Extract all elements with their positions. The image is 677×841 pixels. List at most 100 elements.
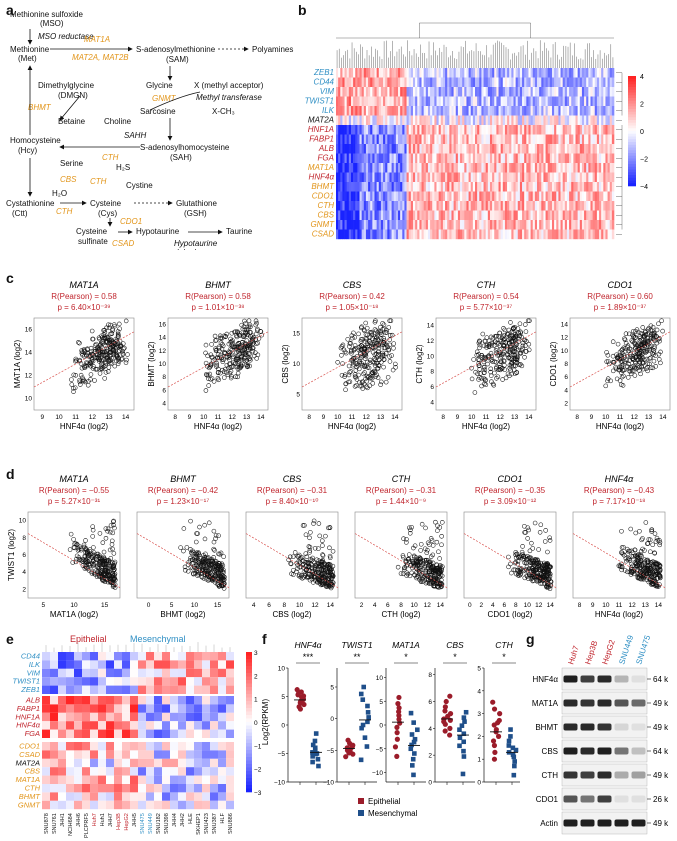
heatmap-b-cell — [455, 220, 459, 230]
heatmap-b-scale-step — [628, 84, 636, 88]
scatter-x-tick: 5 — [42, 602, 46, 609]
heatmap-b-cell — [541, 182, 544, 192]
scatter-point — [235, 342, 240, 347]
heatmap-b-cell — [524, 220, 527, 230]
heatmap-b-cell — [528, 96, 531, 107]
scatter-point — [245, 329, 250, 335]
choline-label: Choline — [104, 117, 132, 126]
heatmap-b-cell — [588, 182, 591, 192]
heatmap-b-cell — [400, 115, 403, 126]
heatmap-b-cell — [537, 163, 540, 173]
heatmap-b-cell — [385, 115, 388, 126]
scatter-point — [328, 569, 333, 574]
heatmap-b-cell — [344, 115, 347, 126]
scatter-point — [402, 567, 407, 573]
heatmap-b-cell — [477, 115, 480, 126]
heatmap-b-cell — [586, 87, 589, 97]
heatmap-b-cell — [451, 106, 454, 116]
scatter-point — [381, 353, 387, 358]
heatmap-b-cell — [492, 182, 495, 192]
scatter-y-tick: 8 — [22, 535, 26, 542]
heatmap-b-cell — [393, 182, 397, 192]
heatmap-b-cell — [504, 115, 508, 126]
heatmap-b-cell — [368, 182, 371, 192]
heatmap-b-cell — [340, 201, 343, 211]
heatmap-b-cell — [607, 134, 611, 145]
heatmap-b-cell — [556, 68, 559, 78]
scatter-point — [489, 353, 494, 359]
scatter-point — [248, 324, 253, 330]
heatmap-b-cell — [504, 172, 508, 183]
scatter-x-tick: 14 — [122, 414, 130, 421]
xch3-label: X-CH₃ — [212, 107, 235, 116]
heatmap-b-cell — [342, 229, 345, 240]
heatmap-b-cell — [357, 134, 360, 145]
heatmap-b-cell — [460, 172, 463, 183]
heatmap-b-cell — [564, 77, 568, 88]
heatmap-b-cell — [492, 163, 495, 173]
heatmap-b-cell — [596, 210, 600, 221]
heatmap-b-cell — [500, 144, 504, 154]
scatter-point — [475, 371, 480, 377]
heatmap-b-cell — [571, 87, 574, 97]
heatmap-b-cell — [545, 68, 549, 78]
heatmap-b-cell — [460, 134, 463, 145]
heatmap-b-cell — [594, 191, 598, 202]
scatter-point — [101, 328, 106, 333]
scatter-point — [407, 559, 413, 564]
heatmap-b-cell — [415, 125, 418, 135]
scatter-point — [430, 579, 436, 584]
scatter-point — [417, 577, 422, 582]
heatmap-b-cell — [547, 191, 551, 202]
heatmap-b-cell — [560, 172, 563, 183]
scatter-y-tick: 6 — [430, 384, 434, 391]
scatter-y-tick: 16 — [159, 322, 167, 329]
scatter-point — [115, 329, 121, 334]
scatter-point — [220, 343, 226, 349]
heatmap-b-cell — [590, 68, 593, 78]
heatmap-b-cell — [477, 163, 480, 173]
heatmap-b-scale-step — [628, 100, 636, 104]
heatmap-b-cell — [398, 182, 401, 192]
heatmap-b-cell — [586, 134, 589, 145]
heatmap-b-cell — [346, 220, 350, 230]
heatmap-b-cell — [539, 220, 542, 230]
heatmap-b-cell — [504, 210, 508, 221]
heatmap-b-cell — [479, 172, 482, 183]
heatmap-b-cell — [350, 68, 354, 78]
heatmap-b-cell — [515, 201, 519, 211]
heatmap-b-cell — [425, 220, 429, 230]
heatmap-b-cell — [485, 115, 489, 126]
scatter-point — [433, 519, 438, 525]
heatmap-b-scale-step — [628, 153, 636, 157]
scatter-x-tick: 11 — [617, 414, 624, 421]
heatmap-b-cell — [340, 153, 343, 164]
heatmap-b-cell — [419, 68, 422, 78]
heatmap-b-cell — [445, 163, 448, 173]
scatter-point — [499, 359, 504, 364]
scatter-point — [250, 346, 255, 351]
heatmap-b-cell — [442, 163, 446, 173]
heatmap-b-cell — [601, 134, 604, 145]
scatter-p-value: p = 1.01×10⁻³⁸ — [192, 303, 245, 312]
heatmap-b-cell — [479, 153, 482, 164]
heatmap-b-cell — [560, 106, 563, 116]
heatmap-b-cell — [432, 87, 435, 97]
heatmap-b-cell — [543, 201, 546, 211]
heatmap-b-cell — [492, 172, 495, 183]
heatmap-b-cell — [372, 201, 375, 211]
heatmap-b-cell — [577, 77, 581, 88]
scatter-point — [110, 356, 116, 361]
heatmap-b-cell — [530, 182, 534, 192]
heatmap-b-cell — [336, 210, 339, 221]
scatter-point — [502, 343, 507, 349]
heatmap-b-cell — [346, 144, 350, 154]
scatter-point — [365, 385, 370, 391]
heatmap-b-cell — [464, 125, 467, 135]
heatmap-b-cell — [385, 153, 388, 164]
scatter-point — [215, 565, 220, 570]
scatter-point — [517, 321, 523, 327]
heatmap-b-cell — [507, 210, 510, 221]
scatter-point — [524, 349, 529, 354]
heatmap-b-cell — [368, 77, 371, 88]
